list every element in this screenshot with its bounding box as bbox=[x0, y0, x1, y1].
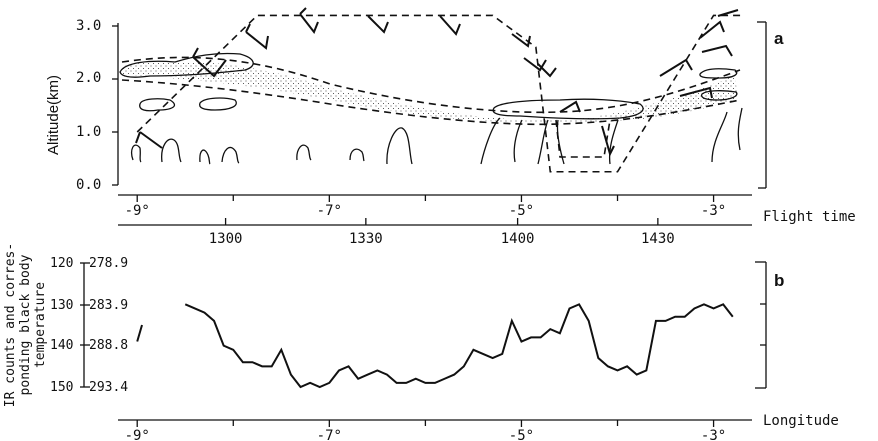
panel-b-series bbox=[137, 304, 733, 387]
panel-b: 120 130 140 150 278.9 283.9 288.8 293.4 … bbox=[3, 243, 839, 441]
panel-b-xlabel: Longitude bbox=[763, 413, 839, 429]
time-tick-label: 1330 bbox=[349, 231, 383, 247]
lon-tick-label: -7° bbox=[317, 203, 342, 219]
wind-barb-icon bbox=[300, 8, 318, 32]
panel-a-ytick-label: 2.0 bbox=[76, 70, 101, 86]
wind-barb-icon bbox=[700, 10, 738, 56]
time-tick-label: 1400 bbox=[501, 231, 535, 247]
wind-barb-icon bbox=[368, 16, 388, 32]
panel-b-longitude-axis: -9° -7° -5° -3° Longitude bbox=[118, 413, 839, 441]
wind-barb-icon bbox=[136, 132, 162, 148]
panel-b-temperature-tick-label: 293.4 bbox=[89, 380, 128, 395]
panel-a-ytick-label: 1.0 bbox=[76, 124, 101, 140]
panel-b-ylabel-line: ponding black body bbox=[18, 254, 33, 395]
panel-a: Altitude(km) 3.0 2.0 1.0 0.0 -9° -7° -5° -3… bbox=[45, 8, 856, 247]
panel-a-label: a bbox=[774, 29, 784, 48]
panel-b-temperature-tick-label: 283.9 bbox=[89, 298, 128, 313]
panel-a-longitude-axis: -9° -7° -5° -3° bbox=[118, 195, 752, 219]
panel-b-label: b bbox=[774, 271, 784, 290]
wind-barb-icon bbox=[440, 16, 460, 34]
panel-b-count-tick-label: 130 bbox=[50, 298, 73, 313]
cloud-outline bbox=[200, 98, 237, 110]
time-tick-label: 1430 bbox=[641, 231, 675, 247]
panel-b-temperature-tick-label: 278.9 bbox=[89, 256, 128, 271]
panel-b-left-axis: 120 130 140 150 278.9 283.9 288.8 293.4 bbox=[50, 256, 128, 395]
panel-b-ylabel-line: IR counts and corres- bbox=[3, 243, 18, 407]
panel-a-left-axis bbox=[112, 23, 118, 185]
panel-a-ylabel: Altitude(km) bbox=[45, 75, 62, 155]
cloud-outline bbox=[140, 99, 175, 111]
cumulus-column-outline bbox=[556, 120, 610, 157]
panel-a-ytick-label: 3.0 bbox=[76, 18, 101, 34]
ir-count-series bbox=[185, 304, 733, 387]
time-tick-label: 1300 bbox=[209, 231, 243, 247]
flight-time-axis: 1300 1330 1400 1430 Flight time bbox=[118, 209, 856, 247]
lon-tick-label: -9° bbox=[125, 428, 150, 441]
panel-b-count-tick-label: 140 bbox=[50, 338, 73, 353]
panel-a-right-bracket bbox=[757, 22, 766, 188]
lon-tick-label: -3° bbox=[701, 203, 726, 219]
lon-tick-label: -5° bbox=[509, 428, 534, 441]
lon-tick-label: -3° bbox=[701, 428, 726, 441]
panel-b-temperature-tick-label: 288.8 bbox=[89, 338, 128, 353]
cloud-outline bbox=[700, 69, 737, 78]
panel-b-ylabel-line: temperature bbox=[33, 282, 48, 368]
wind-barb-icon bbox=[512, 34, 556, 76]
lon-tick-label: -9° bbox=[125, 203, 150, 219]
flight-time-axis-label: Flight time bbox=[763, 209, 856, 225]
lon-tick-label: -7° bbox=[317, 428, 342, 441]
cloud-illustration bbox=[120, 53, 742, 164]
panel-a-y-tick-labels: 3.0 2.0 1.0 0.0 bbox=[76, 18, 101, 193]
panel-b-count-tick-label: 150 bbox=[50, 380, 73, 395]
lon-tick-label: -5° bbox=[509, 203, 534, 219]
panel-b-right-bracket bbox=[755, 262, 766, 388]
panel-a-ytick-label: 0.0 bbox=[76, 177, 101, 193]
ir-count-series bbox=[137, 325, 142, 342]
wind-barb-icon bbox=[246, 24, 268, 48]
panel-b-count-tick-label: 120 bbox=[50, 256, 73, 271]
stippled-cloud-layer bbox=[122, 61, 738, 122]
